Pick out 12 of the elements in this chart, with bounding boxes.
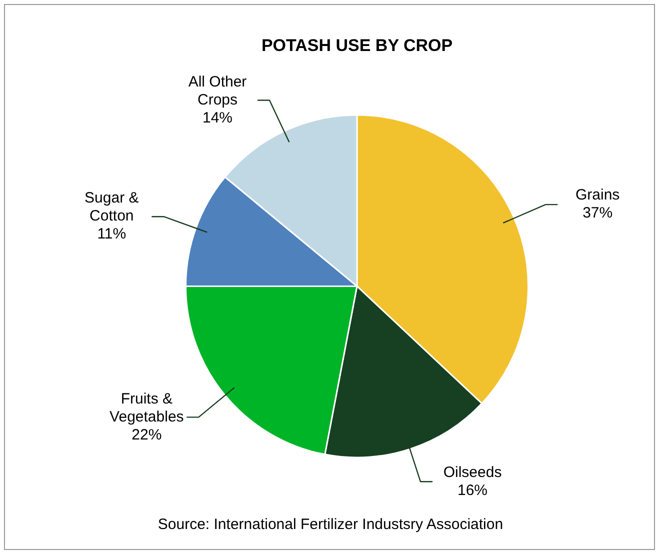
slice-label: Fruits & Vegetables [110, 390, 184, 426]
data-label: 11% [97, 226, 126, 243]
data-label: 37% [582, 204, 613, 222]
slice-label: Grains [576, 186, 620, 204]
source-note: Source: International Fertilizer Industsry Association [156, 516, 504, 533]
chart-title: POTASH USE BY CROP [261, 36, 453, 55]
slice-label: All Other Crops [188, 73, 247, 108]
data-label: 16% [457, 482, 488, 499]
slice-label: Oilseeds [443, 464, 502, 481]
data-label: 22% [132, 426, 162, 444]
data-label: 14% [202, 109, 233, 126]
slice-label: Sugar & Cotton [84, 190, 139, 225]
